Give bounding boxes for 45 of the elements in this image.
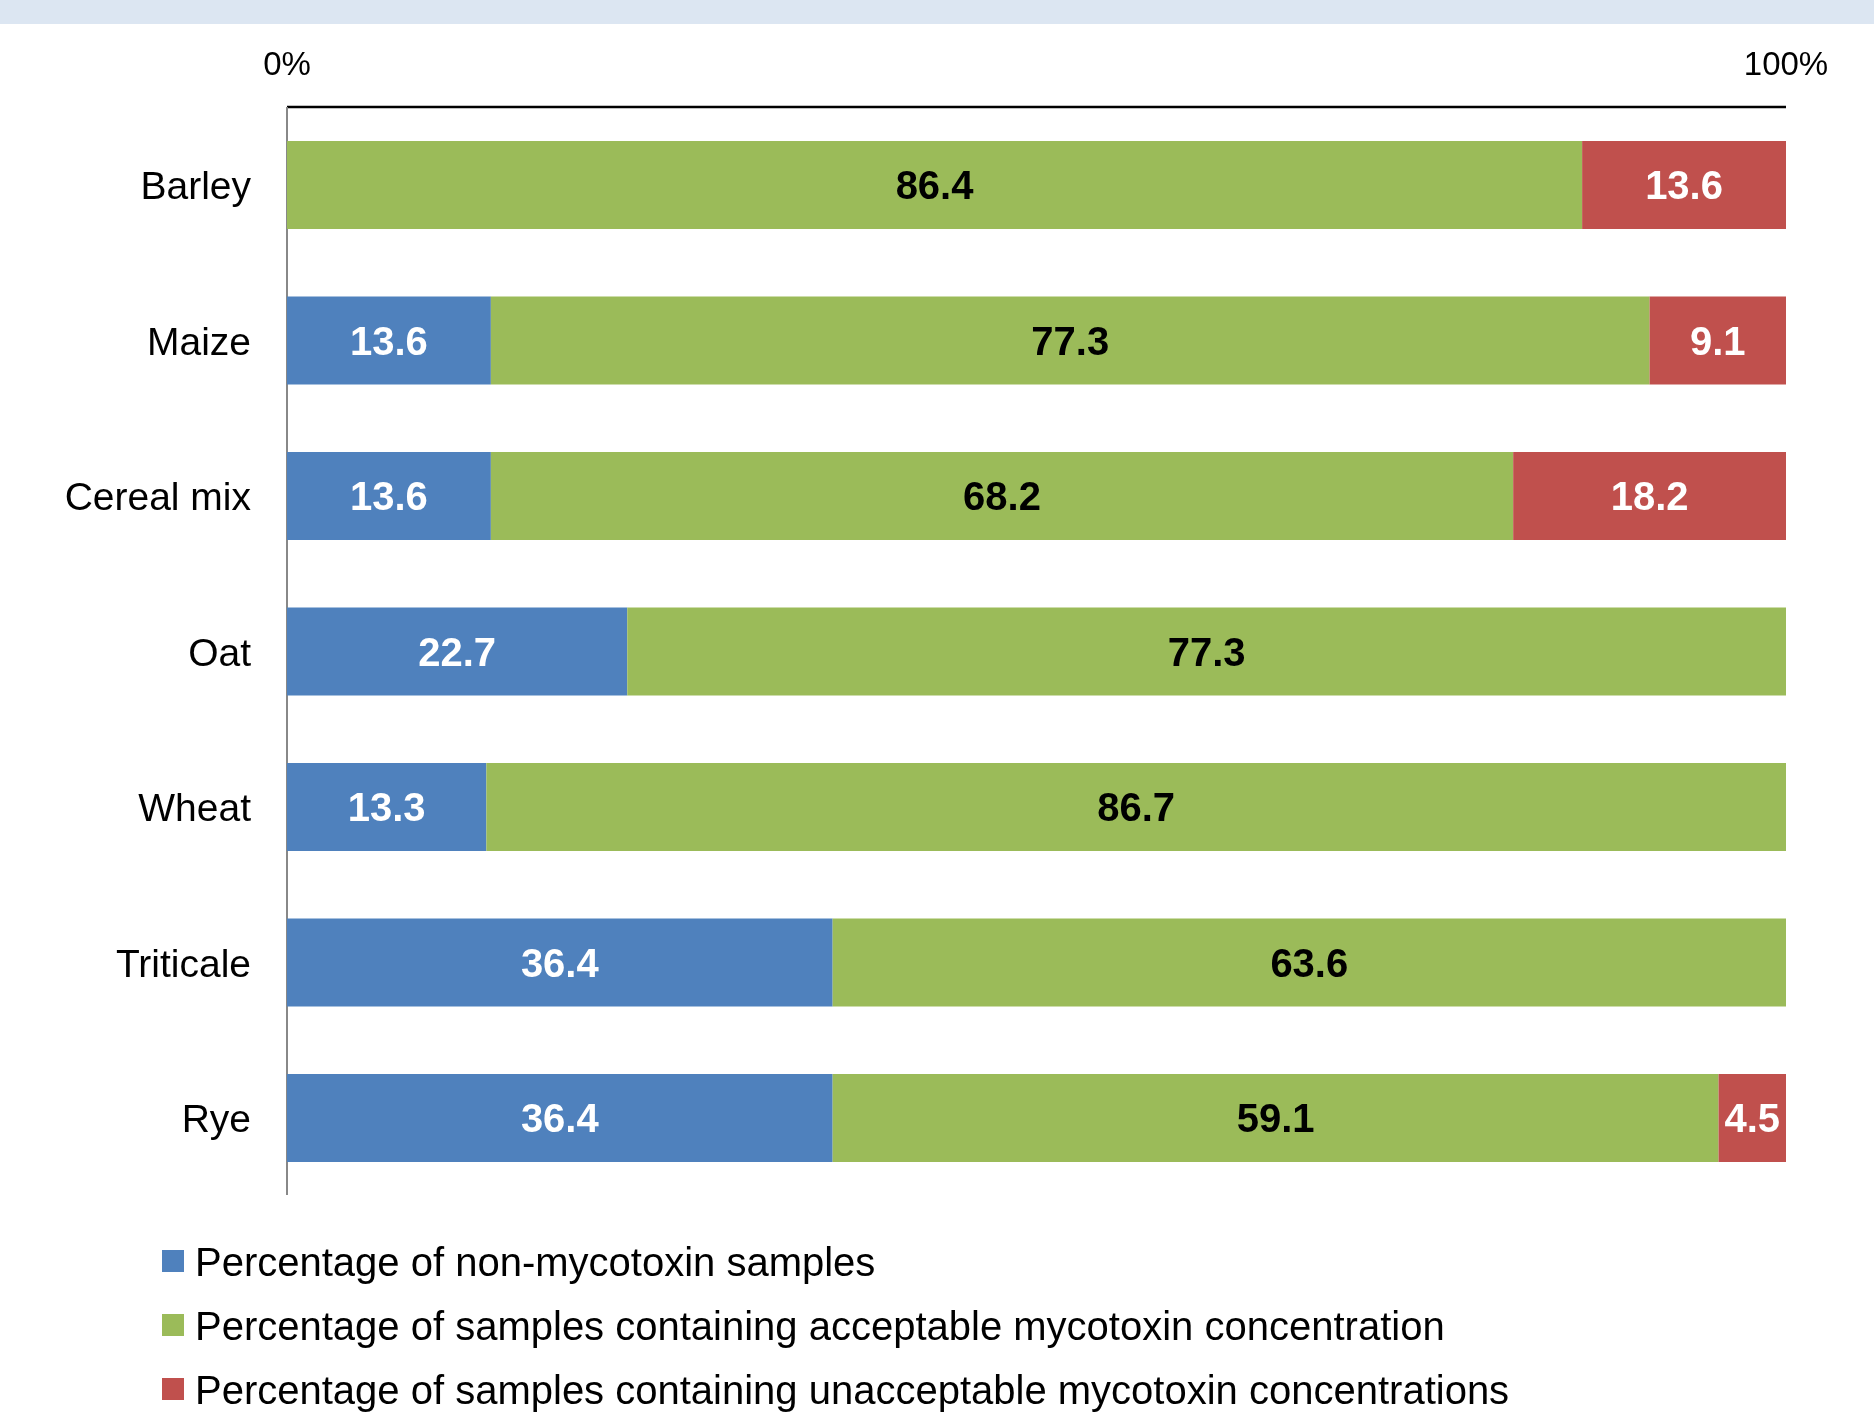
legend-label: Percentage of samples containing acceptable mycotoxin concentration — [195, 1304, 1445, 1349]
bar — [486, 763, 1786, 851]
y-tick-label: Cereal mix — [64, 475, 252, 519]
data-label: 13.6 — [350, 318, 428, 363]
data-label: 22.7 — [418, 629, 497, 674]
data-label: 77.3 — [1167, 629, 1246, 674]
y-tick-label: Oat — [188, 630, 252, 674]
data-label: 86.7 — [1097, 785, 1176, 830]
bar — [287, 141, 1583, 229]
bar — [287, 1074, 833, 1162]
data-label: 36.4 — [520, 940, 600, 985]
data-label: 13.3 — [347, 785, 426, 830]
data-label: 77.3 — [1031, 318, 1110, 363]
bar — [1649, 296, 1786, 385]
bar — [490, 296, 1650, 385]
y-tick-label: Wheat — [138, 786, 252, 830]
y-tick-label: Barley — [140, 164, 252, 208]
bar — [1513, 452, 1786, 540]
data-label: 9.1 — [1689, 318, 1746, 363]
bar — [287, 296, 491, 385]
data-label: 18.2 — [1610, 474, 1689, 519]
data-label: 86.4 — [895, 163, 975, 208]
y-tick-label: Rye — [181, 1097, 251, 1141]
legend-label: Percentage of non-mycotoxin samples — [195, 1240, 876, 1285]
data-label: 36.4 — [520, 1096, 600, 1141]
bar — [287, 452, 491, 540]
y-tick-label: Maize — [146, 319, 251, 363]
bar — [627, 607, 1786, 696]
data-label: 4.5 — [1724, 1096, 1781, 1141]
data-label: 13.6 — [1645, 163, 1723, 208]
data-label: 63.6 — [1270, 940, 1349, 985]
bar — [287, 607, 628, 696]
data-label: 59.1 — [1236, 1096, 1315, 1141]
y-tick-label: Triticale — [115, 941, 251, 985]
bar — [1582, 141, 1786, 229]
bar — [832, 918, 1786, 1007]
legend-label: Percentage of samples containing unacceptable mycotoxin concentrations — [195, 1368, 1510, 1413]
data-label: 68.2 — [963, 474, 1041, 519]
x-tick-label: 100% — [1743, 45, 1829, 82]
bar — [287, 918, 833, 1007]
x-tick-label: 0% — [263, 45, 311, 82]
bar — [490, 452, 1514, 540]
bar — [287, 763, 487, 851]
bar — [832, 1074, 1719, 1162]
data-label: 13.6 — [350, 474, 428, 519]
